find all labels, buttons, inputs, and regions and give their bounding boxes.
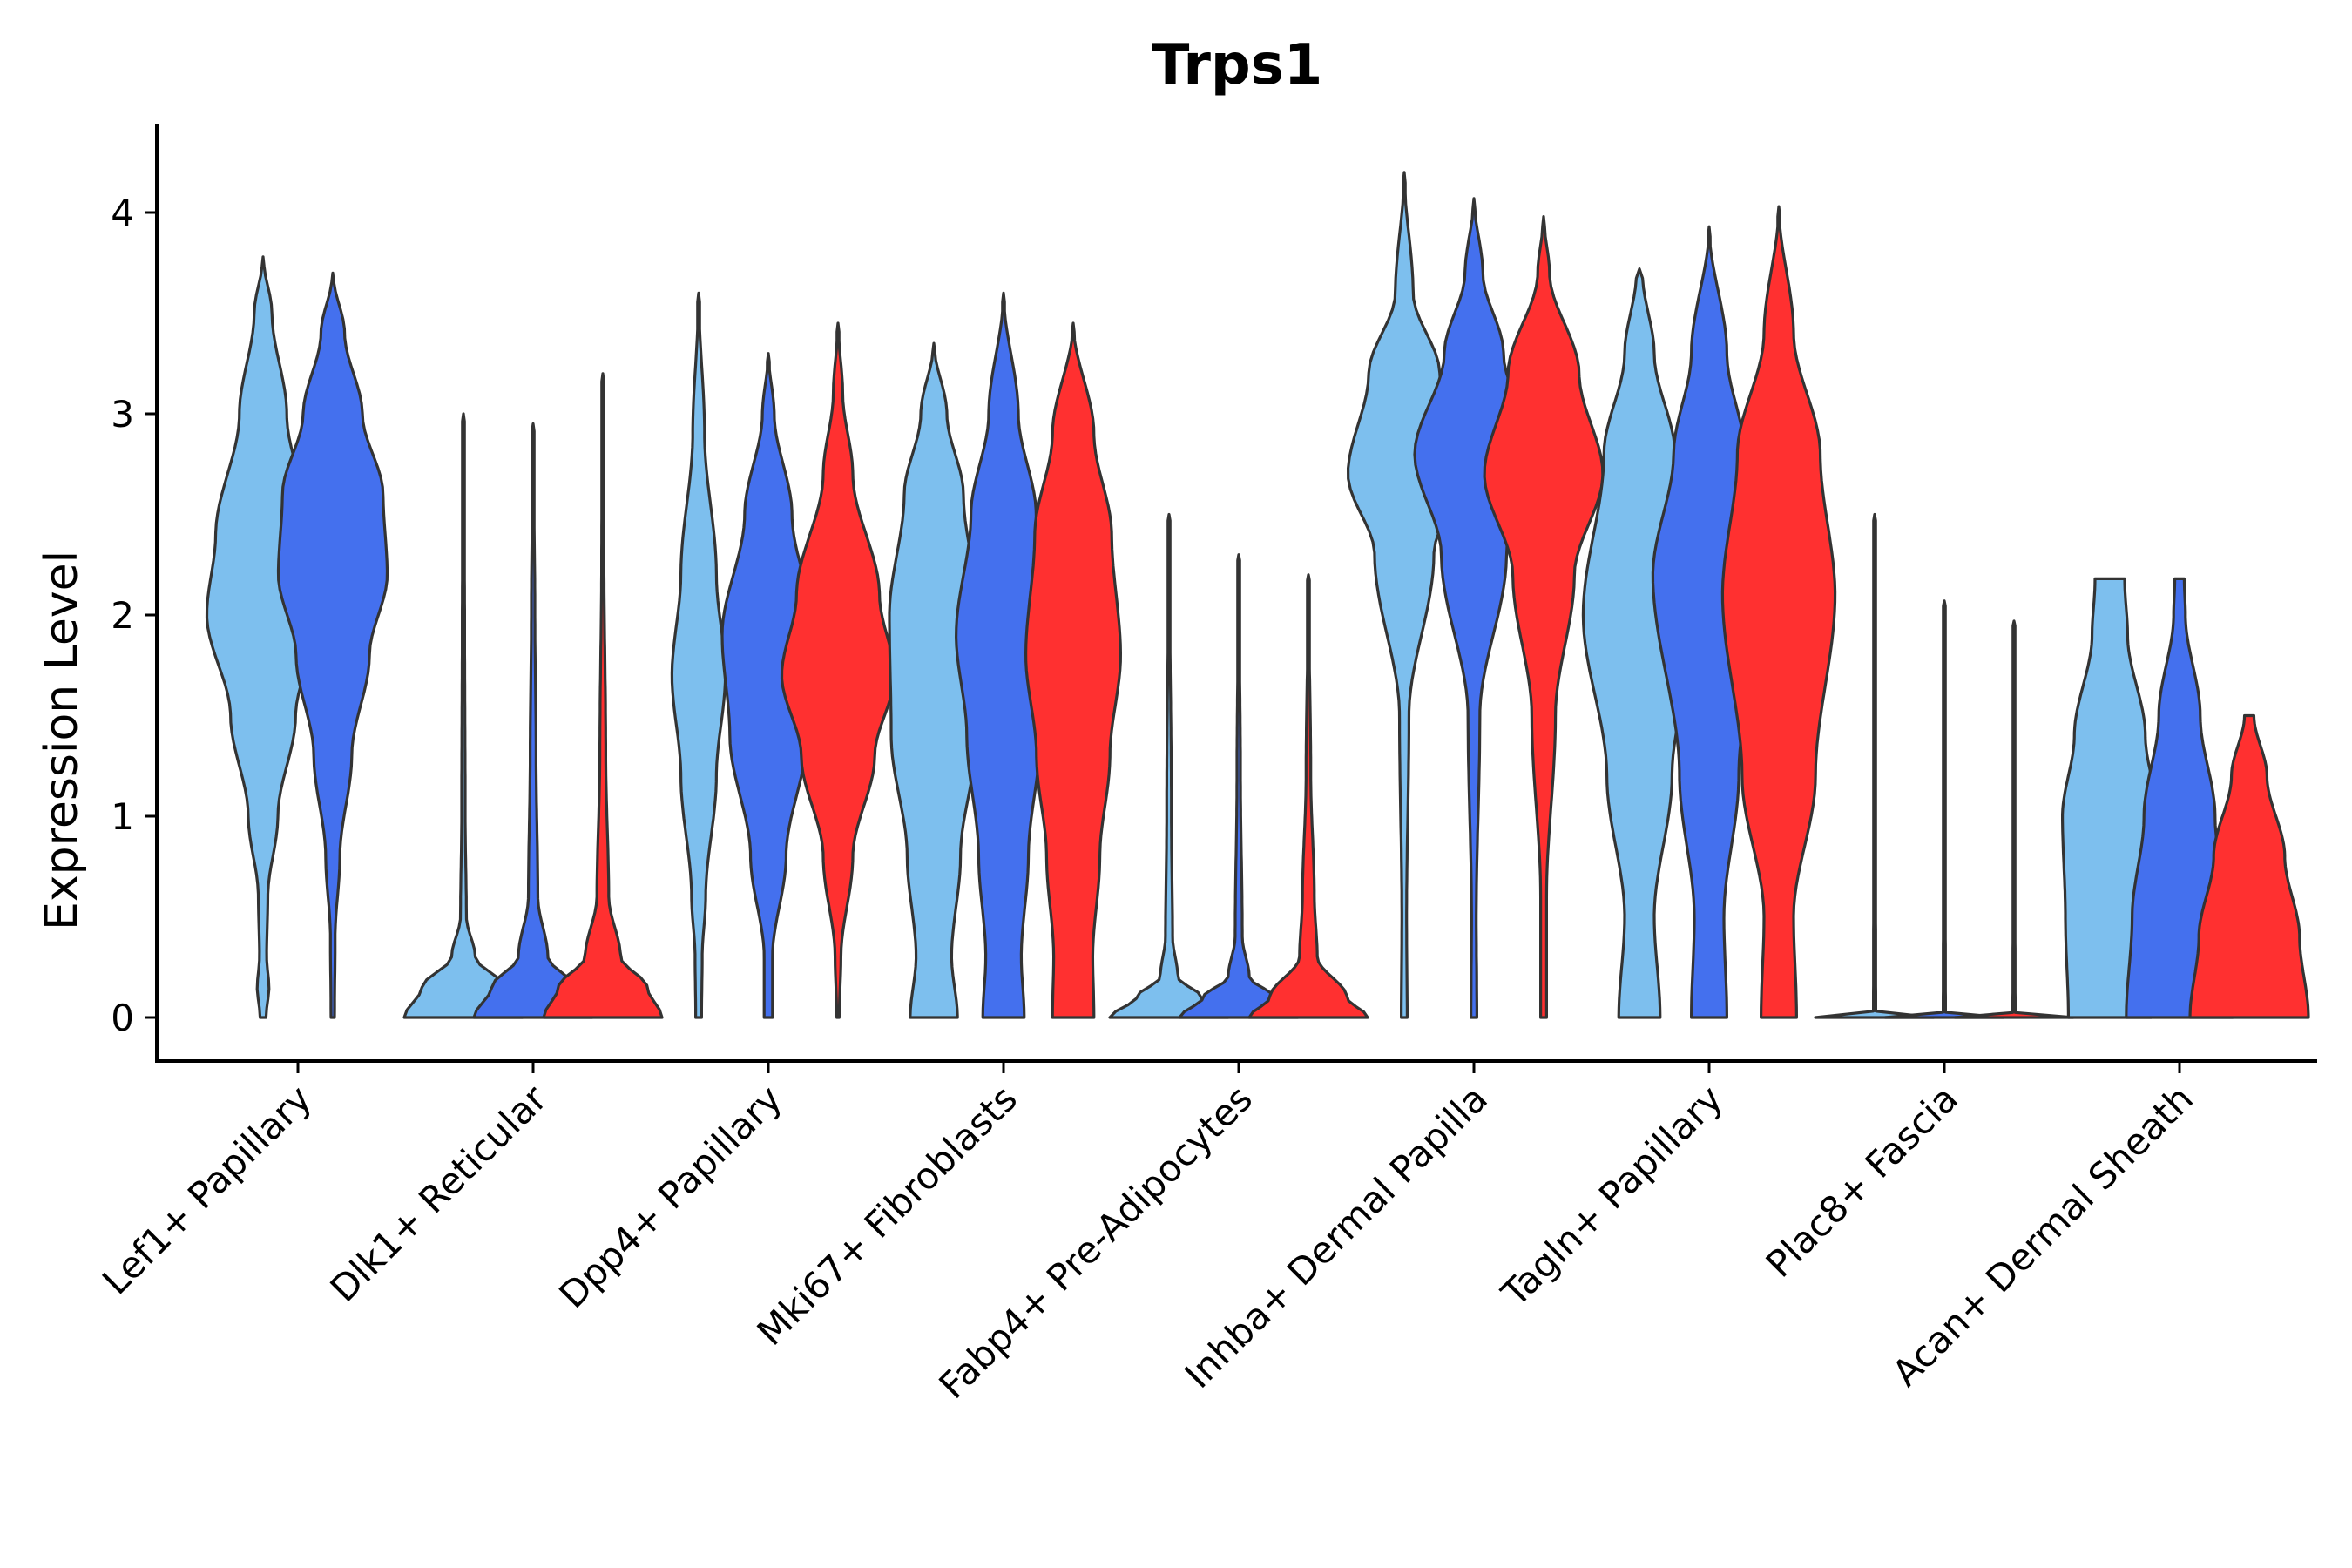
violin-fabp4-pre-adipocytes-series-1	[1178, 553, 1300, 1019]
y-tick-label: 4	[111, 192, 134, 234]
x-tick-label: Plac8+ Fascia	[1758, 1077, 1966, 1285]
y-axis-label: Expression Level	[36, 551, 88, 930]
y-ticks: 0 1 2 3 4	[111, 192, 157, 1039]
x-tick-label: Dlk1+ Reticular	[322, 1077, 556, 1310]
x-tick-label: Mki67+ Fibroblasts	[749, 1077, 1025, 1353]
violin-tagln-papillary-series-0	[1581, 267, 1698, 1019]
violin-fabp4-pre-adipocytes-series-2	[1247, 573, 1369, 1019]
violin-plac8-fascia-series-2	[1953, 619, 2075, 1019]
violin-mki67-fibroblasts-series-2	[1024, 321, 1122, 1019]
violin-inhba-dermal-papilla-series-2	[1483, 215, 1605, 1019]
violin-plac8-fascia-series-0	[1814, 512, 1936, 1019]
violin-dpp4-papillary-series-1	[720, 352, 816, 1019]
y-tick-label: 1	[111, 795, 134, 838]
violin-lef1-papillary-series-0	[205, 255, 321, 1019]
violin-dlk1-reticular-series-0	[402, 412, 524, 1019]
violin-tagln-papillary-series-2	[1720, 205, 1837, 1019]
x-tick-label: Dpp4+ Papillary	[551, 1077, 790, 1316]
violin-dlk1-reticular-series-2	[542, 372, 664, 1019]
y-tick-label: 0	[111, 997, 134, 1039]
violin-inhba-dermal-papilla-series-0	[1347, 171, 1462, 1019]
chart-title: Trps1	[1152, 33, 1323, 98]
violin-dlk1-reticular-series-1	[472, 422, 594, 1019]
violin-mki67-fibroblasts-series-1	[955, 291, 1052, 1019]
violin-acan-dermal-sheath-series-2	[2188, 713, 2310, 1019]
y-tick-label: 2	[111, 594, 134, 637]
x-tick-label: Tagln+ Papillary	[1493, 1077, 1731, 1315]
violin-tagln-papillary-series-1	[1651, 225, 1767, 1019]
violin-dpp4-papillary-series-2	[780, 321, 896, 1019]
violin-plac8-fascia-series-1	[1883, 599, 2005, 1019]
violin-mki67-fibroblasts-series-0	[888, 341, 980, 1019]
y-tick-label: 3	[111, 393, 134, 436]
violin-group	[205, 171, 2310, 1019]
violin-dpp4-papillary-series-0	[670, 291, 727, 1019]
x-tick-label: Lef1+ Papillary	[94, 1077, 320, 1302]
violin-fabp4-pre-adipocytes-series-0	[1108, 512, 1230, 1019]
violin-lef1-papillary-series-1	[276, 271, 389, 1019]
